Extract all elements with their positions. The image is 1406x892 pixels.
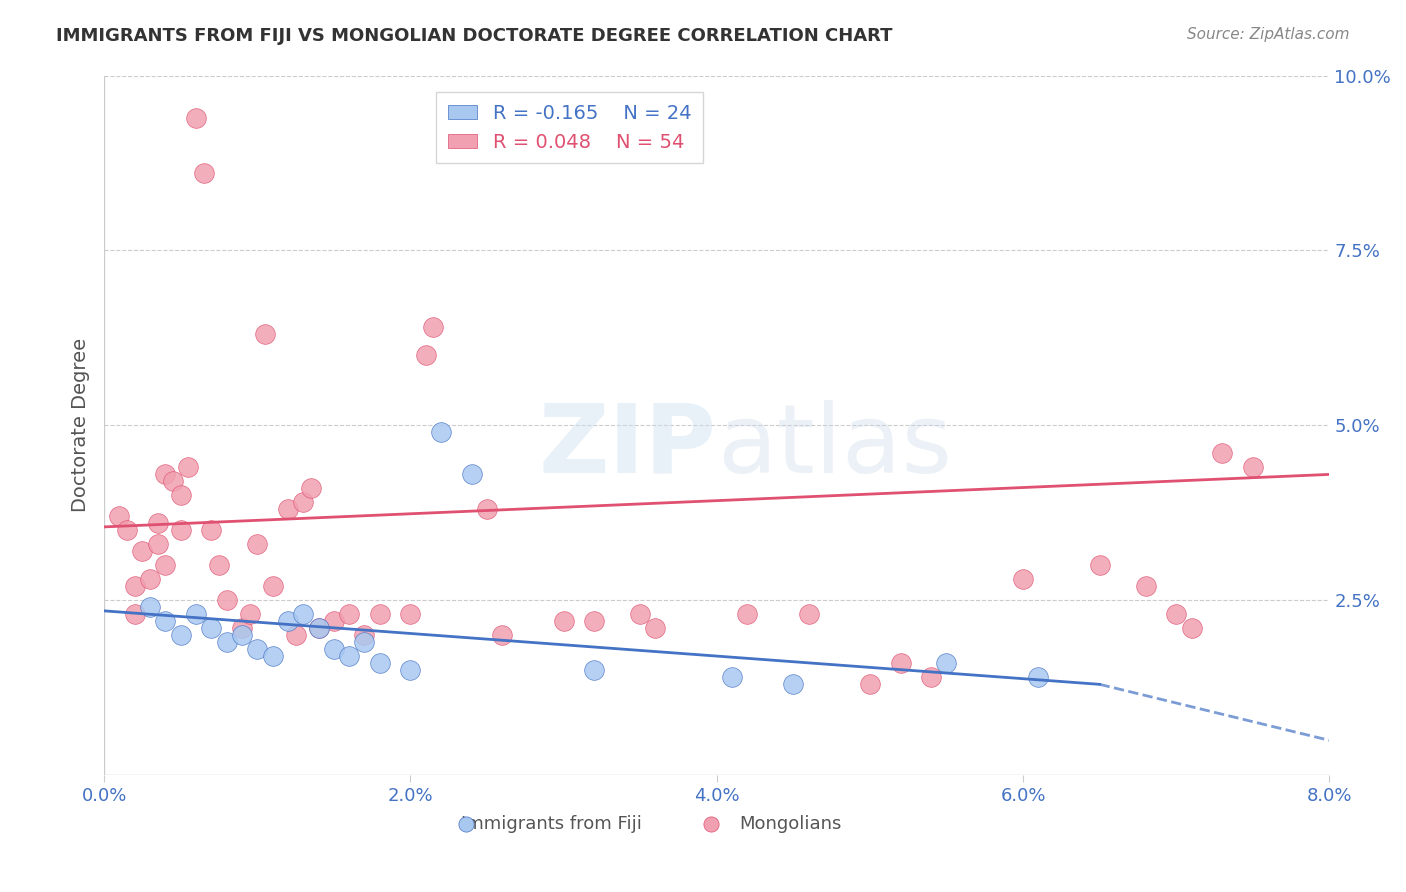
Point bbox=[292, 607, 315, 622]
Point bbox=[308, 621, 330, 635]
Point bbox=[124, 607, 146, 622]
Point bbox=[131, 544, 153, 558]
Point bbox=[155, 558, 177, 573]
Point bbox=[1241, 460, 1264, 475]
Point bbox=[422, 320, 444, 334]
Point bbox=[138, 773, 160, 788]
Point bbox=[322, 642, 344, 657]
Point bbox=[292, 495, 315, 509]
Point bbox=[246, 642, 269, 657]
Point bbox=[170, 628, 193, 642]
Point bbox=[583, 615, 606, 629]
Point bbox=[430, 425, 453, 440]
Point bbox=[215, 593, 238, 607]
Point bbox=[920, 670, 942, 684]
Point bbox=[253, 327, 276, 342]
Point bbox=[124, 579, 146, 593]
Point bbox=[475, 502, 498, 516]
Point bbox=[208, 558, 231, 573]
Point bbox=[139, 600, 162, 615]
Text: atlas: atlas bbox=[717, 400, 952, 493]
Point bbox=[146, 537, 169, 551]
Point bbox=[162, 475, 184, 489]
Point bbox=[215, 635, 238, 649]
Y-axis label: Doctorate Degree: Doctorate Degree bbox=[72, 338, 90, 513]
Point bbox=[184, 607, 207, 622]
Point bbox=[460, 467, 482, 482]
Point bbox=[308, 621, 330, 635]
Point bbox=[231, 628, 253, 642]
Point bbox=[935, 657, 957, 671]
Point bbox=[170, 524, 193, 538]
Point bbox=[177, 460, 200, 475]
Point bbox=[170, 488, 193, 502]
Point bbox=[890, 657, 912, 671]
Point bbox=[155, 467, 177, 482]
Point bbox=[368, 607, 391, 622]
Point bbox=[1211, 446, 1233, 460]
Point bbox=[200, 524, 222, 538]
Point bbox=[737, 607, 759, 622]
Point bbox=[553, 615, 575, 629]
Point bbox=[184, 111, 207, 125]
Point bbox=[628, 607, 651, 622]
Point bbox=[239, 607, 262, 622]
Point bbox=[337, 649, 360, 664]
Point bbox=[644, 621, 666, 635]
Text: ZIP: ZIP bbox=[538, 400, 717, 493]
Point bbox=[169, 773, 191, 788]
Point bbox=[200, 621, 222, 635]
Point bbox=[277, 615, 299, 629]
Point bbox=[146, 516, 169, 531]
Point bbox=[368, 657, 391, 671]
Point bbox=[231, 621, 253, 635]
Point bbox=[491, 628, 513, 642]
Point bbox=[797, 607, 820, 622]
Point bbox=[353, 628, 375, 642]
Point bbox=[1166, 607, 1188, 622]
Point bbox=[246, 537, 269, 551]
Point bbox=[1012, 573, 1035, 587]
Point bbox=[155, 615, 177, 629]
Point bbox=[193, 166, 215, 180]
Point bbox=[859, 677, 882, 691]
Point bbox=[108, 509, 131, 524]
Point bbox=[782, 677, 804, 691]
Point bbox=[322, 615, 344, 629]
Point bbox=[337, 607, 360, 622]
Text: Immigrants from Fiji: Immigrants from Fiji bbox=[461, 815, 641, 833]
Point bbox=[115, 524, 138, 538]
Point bbox=[1180, 621, 1202, 635]
Text: Source: ZipAtlas.com: Source: ZipAtlas.com bbox=[1187, 27, 1350, 42]
Text: IMMIGRANTS FROM FIJI VS MONGOLIAN DOCTORATE DEGREE CORRELATION CHART: IMMIGRANTS FROM FIJI VS MONGOLIAN DOCTOR… bbox=[56, 27, 893, 45]
Point bbox=[262, 579, 284, 593]
Point bbox=[399, 664, 422, 678]
Point bbox=[415, 348, 437, 362]
Point bbox=[1135, 579, 1157, 593]
Point bbox=[1028, 670, 1050, 684]
Point bbox=[284, 628, 307, 642]
Point bbox=[353, 635, 375, 649]
Point bbox=[399, 607, 422, 622]
Point bbox=[262, 649, 284, 664]
Point bbox=[583, 664, 606, 678]
Point bbox=[277, 502, 299, 516]
Point bbox=[299, 482, 322, 496]
Point bbox=[1088, 558, 1111, 573]
Legend: R = -0.165    N = 24, R = 0.048    N = 54: R = -0.165 N = 24, R = 0.048 N = 54 bbox=[436, 92, 703, 163]
Text: Mongolians: Mongolians bbox=[740, 815, 841, 833]
Point bbox=[139, 573, 162, 587]
Point bbox=[721, 670, 744, 684]
